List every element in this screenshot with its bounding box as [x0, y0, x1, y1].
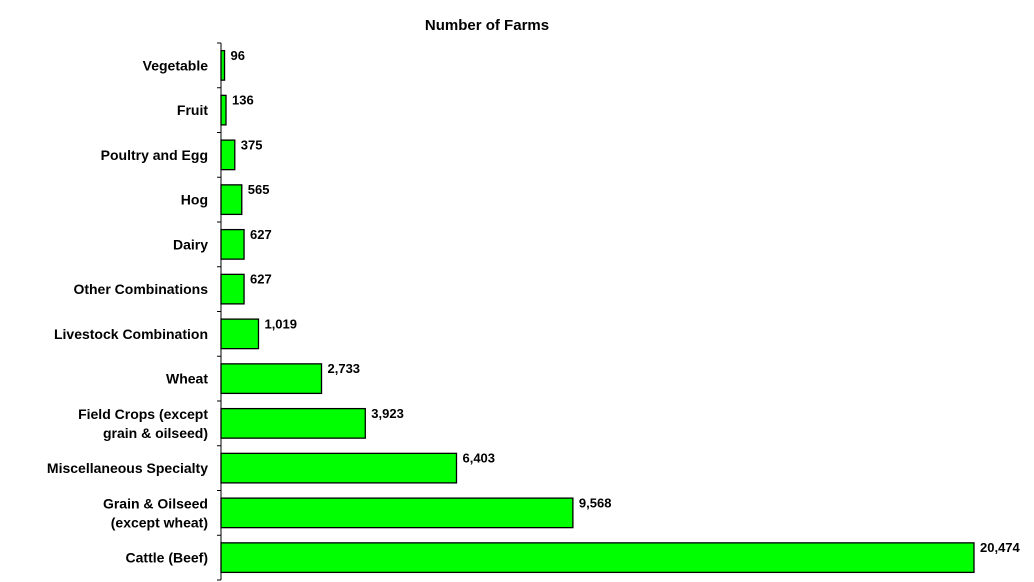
- bar: [220, 139, 236, 171]
- category-label: Dairy: [173, 236, 208, 252]
- bar: [220, 318, 260, 350]
- bar: [220, 407, 366, 439]
- bar: [220, 49, 226, 81]
- category-label: Field Crops (except: [78, 406, 208, 422]
- value-label: 375: [241, 137, 263, 152]
- category-label: grain & oilseed): [103, 425, 208, 441]
- value-label: 627: [250, 227, 272, 242]
- bar: [220, 542, 975, 574]
- value-label: 96: [231, 48, 245, 63]
- bar: [220, 228, 245, 260]
- bar: [220, 497, 574, 529]
- y-axis-ticks: [217, 42, 221, 581]
- bar: [220, 184, 243, 216]
- value-label: 136: [232, 93, 254, 108]
- value-label: 6,403: [462, 451, 495, 466]
- value-label: 2,733: [328, 361, 361, 376]
- bar: [220, 273, 245, 305]
- category-labels: Vegetable Fruit Poultry and Egg Hog Dairy Oth…: [47, 57, 208, 565]
- chart-title: Number of Farms: [425, 17, 549, 34]
- category-label: Poultry and Egg: [101, 147, 208, 163]
- category-label: Cattle (Beef): [126, 550, 208, 566]
- value-label: 3,923: [371, 406, 404, 421]
- value-label: 9,568: [579, 495, 612, 510]
- bar: [220, 452, 458, 484]
- bars-group: [220, 49, 975, 574]
- category-label: Grain & Oilseed: [103, 495, 208, 511]
- category-label: Fruit: [177, 102, 208, 118]
- value-label: 1,019: [264, 316, 297, 331]
- category-label: Miscellaneous Specialty: [47, 460, 208, 476]
- category-label: Other Combinations: [73, 281, 208, 297]
- bar: [220, 363, 323, 395]
- category-label: Livestock Combination: [54, 326, 208, 342]
- bar: [220, 94, 227, 126]
- value-label: 565: [248, 182, 270, 197]
- category-label: Hog: [181, 192, 208, 208]
- category-label: Wheat: [166, 371, 208, 387]
- value-labels: 96 136 375 565 627 627 1,019 2,733 3,923 6,403 9,5…: [231, 48, 1021, 555]
- category-label: (except wheat): [111, 514, 208, 530]
- value-label: 20,474: [980, 540, 1021, 555]
- category-label: Vegetable: [143, 57, 209, 73]
- value-label: 627: [250, 272, 272, 287]
